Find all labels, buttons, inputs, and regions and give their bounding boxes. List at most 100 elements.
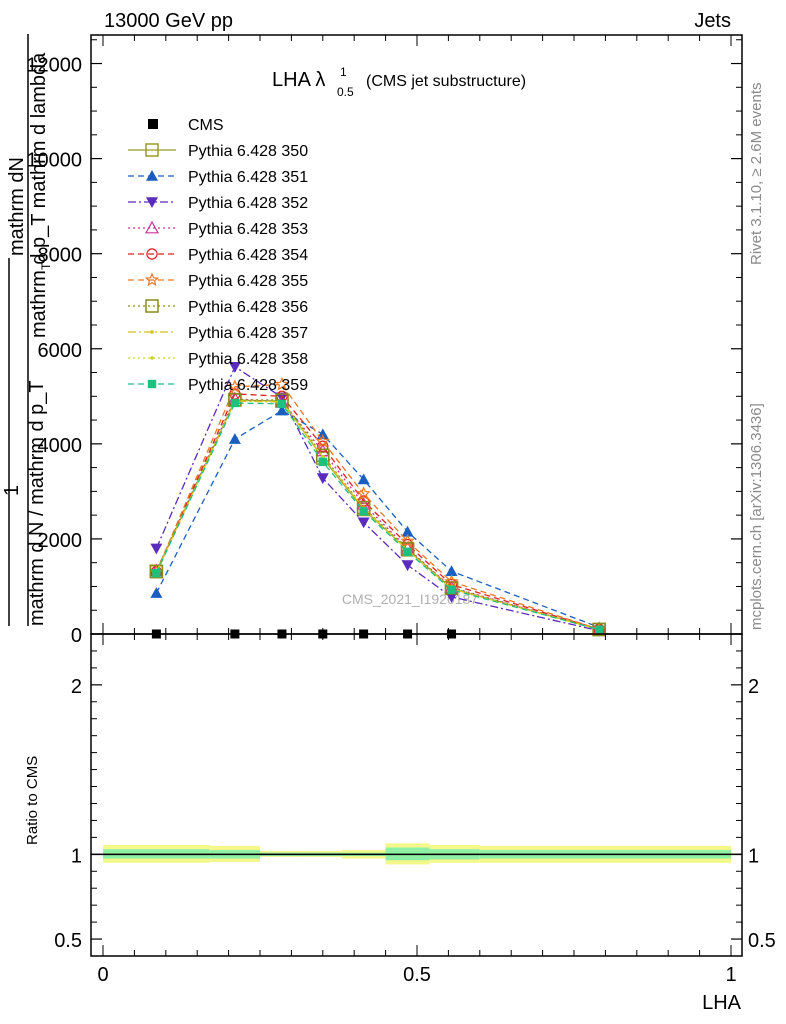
legend-item-6: Pythia 6.428 355 xyxy=(128,272,308,290)
series-line xyxy=(155,398,600,631)
series-point xyxy=(357,517,370,529)
y-label-one: 1 xyxy=(1,485,23,496)
main-y-axis: 0 2000 4000 6000 8000 10000 12000 xyxy=(26,39,742,647)
legend-marker xyxy=(150,330,154,334)
series-6 xyxy=(149,376,607,636)
series-point xyxy=(318,457,327,467)
series-point xyxy=(228,362,241,373)
series-point xyxy=(317,440,329,452)
legend-item-2: Pythia 6.428 351 xyxy=(128,169,308,186)
legend-label: Pythia 6.428 355 xyxy=(188,273,308,290)
legend-label: Pythia 6.428 350 xyxy=(188,143,308,160)
series-group xyxy=(149,362,607,637)
series-point xyxy=(274,376,290,391)
ratio-y-axis-label: Ratio to CMS xyxy=(24,756,41,845)
y-label-dn: mathrm dN xyxy=(6,157,28,256)
x-tick-label: 0 xyxy=(97,964,108,986)
plot-title-main: LHA λ xyxy=(272,69,325,91)
y-tick-label: 4000 xyxy=(38,435,83,457)
series-point xyxy=(275,392,288,404)
ratio-y-tick-label: 2 xyxy=(71,676,82,698)
legend-item-4: Pythia 6.428 353 xyxy=(128,220,308,238)
y-label-dpt-dlambda: mathrm d p_T mathrm d lambda xyxy=(28,52,50,338)
legend-item-9: Pythia 6.428 358 xyxy=(128,351,308,368)
legend-label: Pythia 6.428 352 xyxy=(188,195,308,212)
ratio-y-tick-label-right: 0.5 xyxy=(748,930,776,952)
series-point xyxy=(275,404,288,416)
series-point xyxy=(359,507,368,516)
mcplots-label: mcplots.cern.ch [arXiv:1306.3436] xyxy=(748,403,765,630)
legend-label: Pythia 6.428 356 xyxy=(188,299,308,316)
series-point xyxy=(152,568,161,578)
plot-title-note: (CMS jet substructure) xyxy=(366,73,526,90)
y-tick-label: 2000 xyxy=(38,530,83,552)
legend-label: Pythia 6.428 359 xyxy=(188,377,308,394)
ratio-y-axis: 0.5 0.5 1 1 2 2 xyxy=(54,650,776,952)
y-tick-label: 0 xyxy=(71,625,82,647)
series-point xyxy=(400,533,415,548)
series-10 xyxy=(152,398,604,634)
series-point xyxy=(445,592,458,603)
legend-item-1: Pythia 6.428 350 xyxy=(128,143,308,160)
legend-marker xyxy=(146,170,158,181)
plot-title-sup: 1 xyxy=(340,65,347,79)
legend-label: Pythia 6.428 358 xyxy=(188,351,308,368)
series-point xyxy=(444,574,459,588)
series-point xyxy=(228,433,241,444)
legend-marker xyxy=(147,379,157,389)
header-energy-label: 13000 GeV pp xyxy=(104,10,233,32)
series-2 xyxy=(150,404,606,633)
series-point xyxy=(357,473,370,485)
legend-marker xyxy=(148,119,158,129)
x-tick-label: 1 xyxy=(725,964,736,986)
y-tick-label: 12000 xyxy=(26,55,82,77)
y-tick-label: 6000 xyxy=(38,340,83,362)
legend-item-10: Pythia 6.428 359 xyxy=(128,377,308,394)
main-y-axis-label: mathrm dN mathrm d p_T mathrm d lambda T… xyxy=(1,34,53,626)
legend-item-7: Pythia 6.428 356 xyxy=(128,299,308,316)
legend-marker xyxy=(150,356,154,360)
x-axis-label: LHA xyxy=(702,992,742,1014)
series-line xyxy=(155,365,600,632)
series-point xyxy=(277,399,287,409)
legend-item-5: Pythia 6.428 354 xyxy=(128,247,308,264)
ratio-y-tick-label: 0.5 xyxy=(54,930,82,952)
series-point xyxy=(594,625,604,634)
legend-label: Pythia 6.428 351 xyxy=(188,169,308,186)
series-line xyxy=(155,393,600,630)
y-tick-label: 10000 xyxy=(26,150,82,172)
legend-marker xyxy=(145,143,159,157)
ratio-panel-frame xyxy=(90,633,743,957)
ratio-y-tick-label: 1 xyxy=(71,845,82,867)
ratio-y-tick-label-right: 1 xyxy=(748,845,759,867)
series-point xyxy=(150,543,163,555)
series-point xyxy=(150,587,163,598)
y-tick-label: 8000 xyxy=(38,245,83,267)
rivet-version-label: Rivet 3.1.10, ≥ 2.6M events xyxy=(748,83,765,266)
legend: CMS Pythia 6.428 350 Pythia 6.428 351 Pythi… xyxy=(128,117,308,394)
series-point xyxy=(230,398,240,408)
y-label-sub-t: T xyxy=(39,262,53,270)
series-point xyxy=(315,433,330,448)
series-point xyxy=(403,547,412,556)
plot-title: LHA λ 1 0.5 (CMS jet substructure) xyxy=(272,65,526,99)
series-line xyxy=(155,409,600,628)
ratio-panel: 0.5 0.51 12 2 0 0.5 1 Ratio to CMS LHA xyxy=(24,633,776,1014)
ratio-y-tick-label-right: 2 xyxy=(748,676,759,698)
legend-label: Pythia 6.428 354 xyxy=(188,247,308,264)
ratio-x-axis: 0 0.5 1 xyxy=(97,634,737,986)
series-line xyxy=(155,402,600,631)
x-tick-label: 0.5 xyxy=(403,964,431,986)
legend-marker xyxy=(145,299,159,313)
plot-title-sub: 0.5 xyxy=(337,85,354,99)
y-label-dn-dpt: mathrm d N / mathrm d p_T xyxy=(26,380,48,626)
legend-label: Pythia 6.428 353 xyxy=(188,221,308,238)
main-panel: 0 2000 4000 6000 8000 10000 12000 CMS_2021_I19… xyxy=(1,34,743,647)
legend-item-cms: CMS xyxy=(148,117,224,134)
series-point xyxy=(401,525,414,537)
series-point xyxy=(356,486,371,500)
series-line xyxy=(155,383,600,630)
legend-label: CMS xyxy=(188,117,224,134)
series-point xyxy=(227,379,243,393)
